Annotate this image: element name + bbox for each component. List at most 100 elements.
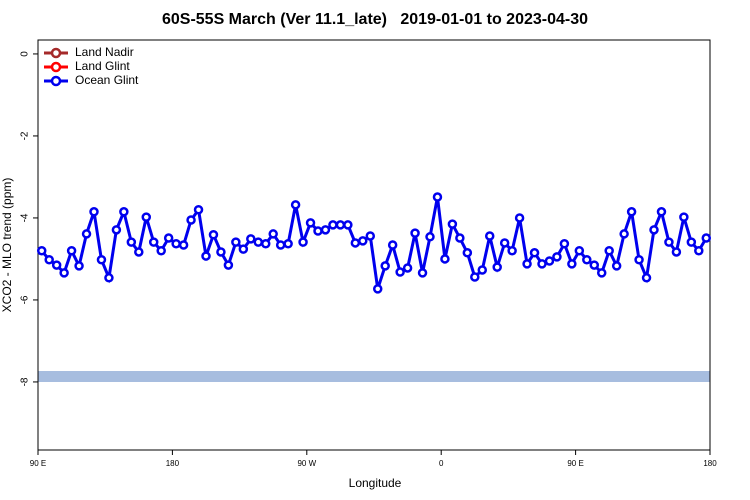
plot-frame bbox=[37, 39, 711, 451]
point bbox=[537, 259, 547, 269]
point bbox=[246, 234, 256, 244]
point bbox=[148, 237, 159, 247]
point bbox=[410, 228, 420, 238]
point bbox=[134, 247, 144, 257]
point bbox=[477, 265, 488, 275]
reference-band bbox=[38, 371, 710, 382]
x-axis-label: Longitude bbox=[349, 476, 402, 490]
point bbox=[582, 255, 592, 265]
x-tick-label: 90 E bbox=[30, 459, 46, 468]
point bbox=[141, 212, 152, 222]
point bbox=[514, 213, 525, 223]
point bbox=[253, 237, 264, 247]
point bbox=[104, 273, 114, 283]
point bbox=[156, 245, 166, 256]
y-tick-label: -2 bbox=[20, 131, 31, 140]
point bbox=[671, 247, 682, 257]
point bbox=[178, 240, 189, 250]
y-tick-label: 0 bbox=[20, 51, 31, 57]
point bbox=[81, 229, 92, 239]
point bbox=[208, 230, 219, 240]
point bbox=[238, 244, 249, 254]
point bbox=[679, 212, 689, 222]
legend-label: Ocean Glint bbox=[75, 73, 139, 87]
y-tick-label: -6 bbox=[20, 295, 31, 304]
point bbox=[358, 236, 368, 246]
point bbox=[417, 268, 428, 278]
y-tick-label: -8 bbox=[20, 377, 31, 386]
point bbox=[343, 220, 353, 230]
point bbox=[171, 239, 181, 249]
y-tick-label: -4 bbox=[20, 213, 31, 222]
point bbox=[223, 260, 234, 270]
point bbox=[447, 219, 458, 229]
point bbox=[163, 233, 174, 243]
point bbox=[290, 200, 301, 210]
point bbox=[328, 220, 338, 230]
y-axis-label: XCO2 - MLO trend (ppm) bbox=[0, 178, 14, 313]
point bbox=[119, 207, 129, 217]
x-tick-label: 0 bbox=[439, 459, 444, 468]
x-tick-label: 180 bbox=[166, 459, 180, 468]
point bbox=[522, 259, 532, 269]
point bbox=[701, 233, 712, 243]
point bbox=[484, 231, 495, 241]
point bbox=[694, 245, 704, 256]
point bbox=[455, 233, 465, 243]
point bbox=[89, 207, 99, 217]
point bbox=[395, 267, 405, 277]
point bbox=[611, 261, 622, 271]
point bbox=[126, 237, 137, 247]
legend-marker bbox=[50, 75, 62, 87]
point bbox=[567, 259, 577, 269]
legend-marker bbox=[50, 61, 62, 73]
point bbox=[432, 192, 443, 202]
point bbox=[470, 272, 480, 282]
point bbox=[313, 226, 323, 236]
point bbox=[552, 252, 562, 262]
x-tick-label: 90 W bbox=[297, 459, 316, 468]
point bbox=[559, 239, 570, 249]
legend-marker bbox=[50, 47, 62, 59]
point bbox=[664, 237, 674, 247]
point bbox=[619, 229, 629, 239]
point bbox=[649, 225, 659, 235]
point bbox=[335, 220, 346, 230]
legend-label: Land Nadir bbox=[75, 45, 134, 59]
point bbox=[51, 260, 62, 270]
point bbox=[529, 248, 540, 258]
point bbox=[283, 239, 293, 249]
point bbox=[492, 262, 502, 272]
point bbox=[462, 248, 473, 258]
point bbox=[380, 261, 390, 271]
point bbox=[440, 254, 450, 264]
point bbox=[74, 261, 84, 271]
point bbox=[507, 245, 517, 256]
point bbox=[268, 229, 278, 239]
point bbox=[275, 240, 286, 250]
chart-title: 60S-55S March (Ver 11.1_late) 2019-01-01… bbox=[162, 11, 588, 28]
point bbox=[193, 204, 204, 215]
point bbox=[634, 255, 644, 265]
point bbox=[425, 232, 435, 242]
point bbox=[96, 255, 107, 265]
point bbox=[186, 215, 196, 225]
point bbox=[305, 218, 316, 228]
point bbox=[387, 240, 398, 250]
point bbox=[686, 237, 697, 247]
point bbox=[44, 255, 54, 265]
series-line bbox=[40, 196, 708, 290]
point bbox=[36, 245, 47, 256]
point bbox=[298, 237, 308, 247]
point bbox=[372, 284, 383, 294]
x-tick-label: 90 E bbox=[567, 459, 583, 468]
point bbox=[589, 260, 600, 270]
point bbox=[574, 245, 585, 256]
point bbox=[656, 207, 667, 217]
point bbox=[231, 237, 241, 247]
point bbox=[350, 238, 361, 248]
point bbox=[641, 273, 652, 283]
point bbox=[216, 247, 226, 257]
point bbox=[320, 225, 331, 235]
